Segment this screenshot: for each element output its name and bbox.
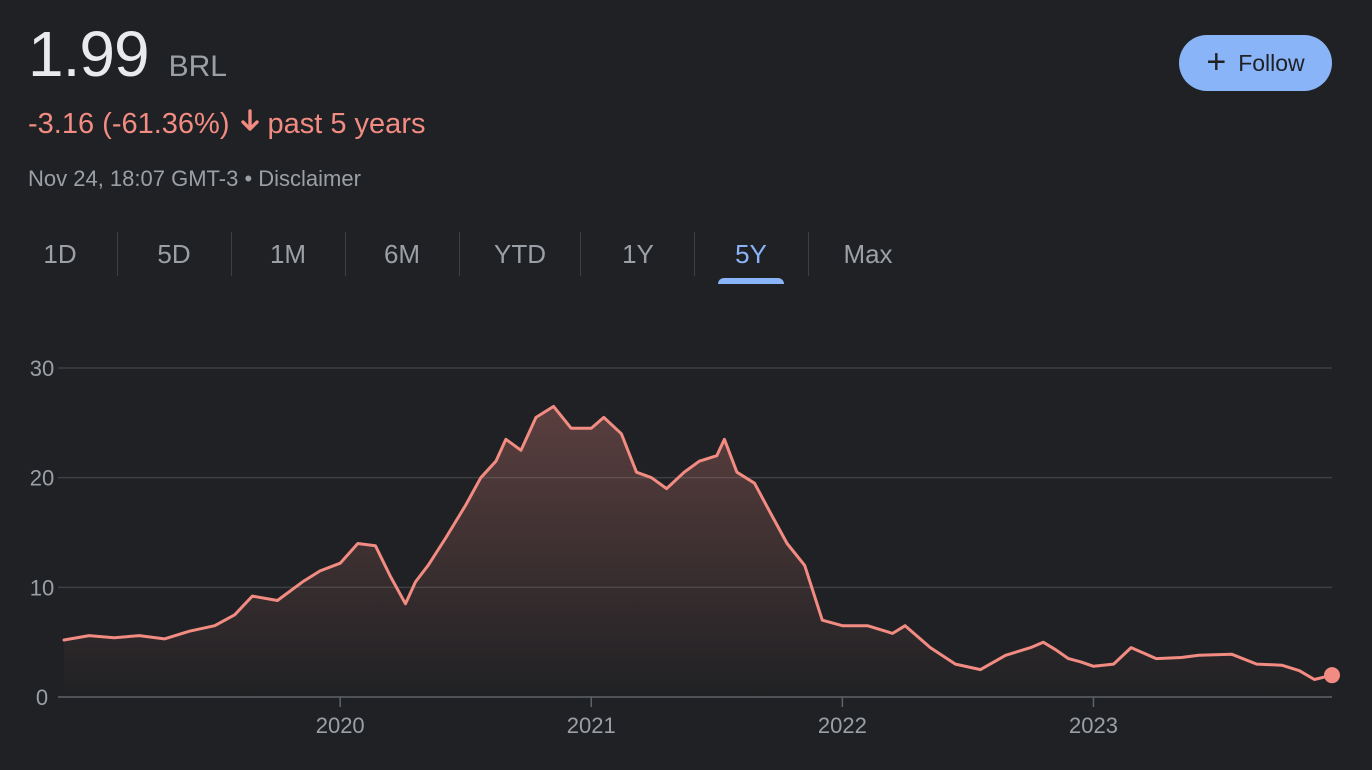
y-tick-label: 30 — [30, 356, 54, 381]
tab-divider — [580, 232, 581, 276]
price-area-fill — [64, 406, 1332, 697]
tab-divider — [808, 232, 809, 276]
y-tick-label: 0 — [36, 685, 48, 710]
current-price: 1.99 — [28, 18, 150, 90]
change-period: past 5 years — [267, 108, 426, 140]
plus-icon: + — [1206, 42, 1227, 81]
tab-ytd[interactable]: YTD — [494, 238, 546, 269]
x-tick-label: 2023 — [1069, 713, 1118, 738]
tab-max[interactable]: Max — [843, 238, 893, 269]
price-header: 1.99 BRL — [28, 18, 227, 90]
arrow-down-icon — [240, 108, 260, 141]
follow-button[interactable]: + Follow — [1179, 35, 1332, 91]
tab-1m[interactable]: 1M — [269, 238, 307, 269]
tab-divider — [345, 232, 346, 276]
price-chart[interactable]: 0 10 20 30 2020 2021 2022 2023 — [0, 340, 1372, 770]
tab-divider — [231, 232, 232, 276]
x-tick-label: 2021 — [567, 713, 616, 738]
tab-divider — [117, 232, 118, 276]
follow-button-label: Follow — [1238, 49, 1305, 76]
y-tick-label: 10 — [30, 575, 54, 600]
tab-divider — [459, 232, 460, 276]
separator: • — [238, 166, 259, 191]
tab-6m[interactable]: 6M — [383, 238, 421, 269]
current-price-marker — [1324, 667, 1340, 684]
currency-code: BRL — [168, 50, 227, 83]
price-line — [62, 404, 1334, 681]
x-tick-label: 2022 — [818, 713, 867, 738]
x-tick-label: 2020 — [316, 713, 365, 738]
tab-5y[interactable]: 5Y — [695, 228, 807, 280]
disclaimer-link[interactable]: Disclaimer — [258, 166, 361, 191]
tab-5d[interactable]: 5D — [157, 238, 191, 269]
tab-1d[interactable]: 1D — [43, 238, 77, 269]
y-tick-label: 20 — [30, 466, 54, 491]
change-value: -3.16 (-61.36%) — [28, 108, 230, 140]
price-change: -3.16 (-61.36%) past 5 years — [28, 108, 425, 141]
timestamp: Nov 24, 18:07 GMT-3 — [28, 166, 239, 191]
quote-meta: Nov 24, 18:07 GMT-3 • Disclaimer — [28, 166, 361, 192]
tab-1y[interactable]: 1Y — [622, 238, 654, 269]
